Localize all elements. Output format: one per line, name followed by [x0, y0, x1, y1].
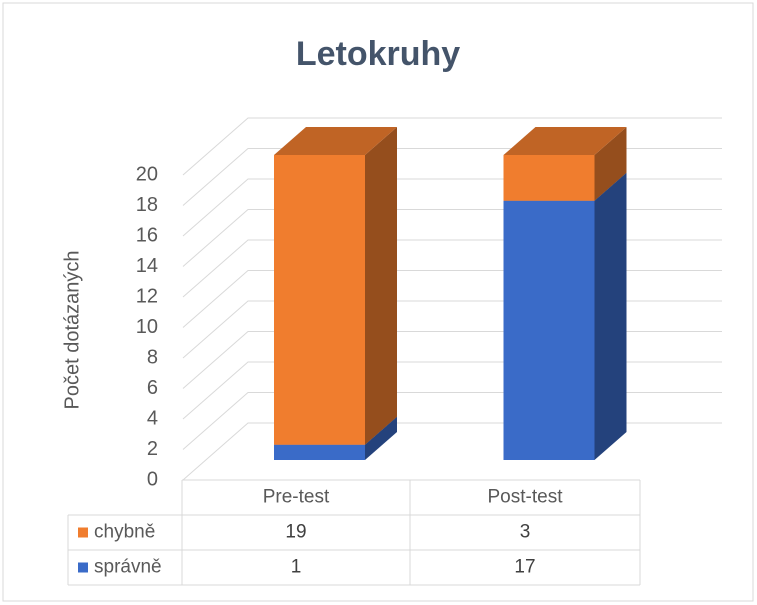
bar-front: [503, 155, 595, 201]
y-tick-label: 6: [147, 377, 158, 399]
y-tick-label: 16: [136, 224, 158, 246]
table-value: 19: [285, 522, 306, 543]
bar-front: [274, 155, 365, 445]
x-tick-label: Post-test: [488, 487, 564, 508]
bar-side: [594, 172, 627, 460]
y-tick-label: 14: [136, 255, 158, 277]
bar-side: [365, 127, 397, 445]
bar-front: [274, 444, 365, 460]
bar-top: [274, 127, 397, 155]
legend-key: [78, 527, 88, 538]
y-tick-label: 0: [147, 468, 158, 490]
legend-label: chybně: [94, 522, 155, 543]
table-value: 1: [291, 557, 302, 578]
bar-top: [503, 127, 627, 155]
y-tick-label: 10: [136, 316, 158, 338]
y-tick-label: 12: [136, 285, 158, 307]
table-value: 3: [520, 522, 531, 543]
table-value: 17: [514, 557, 535, 578]
bar-side: [365, 416, 397, 460]
y-tick-label: 18: [136, 194, 158, 216]
x-tick-label: Pre-test: [263, 487, 330, 508]
bar-front: [503, 200, 595, 460]
bar-side: [594, 127, 627, 201]
grid-line: [182, 117, 722, 176]
legend-label: správně: [94, 557, 162, 578]
y-tick-label: 8: [147, 346, 158, 368]
y-tick-label: 4: [147, 407, 158, 429]
chart-title: Letokruhy: [296, 35, 460, 73]
legend-key: [78, 562, 88, 573]
y-axis-title: Počet dotázaných: [61, 251, 83, 410]
y-tick-label: 2: [147, 438, 158, 460]
y-tick-label: 20: [136, 163, 158, 185]
